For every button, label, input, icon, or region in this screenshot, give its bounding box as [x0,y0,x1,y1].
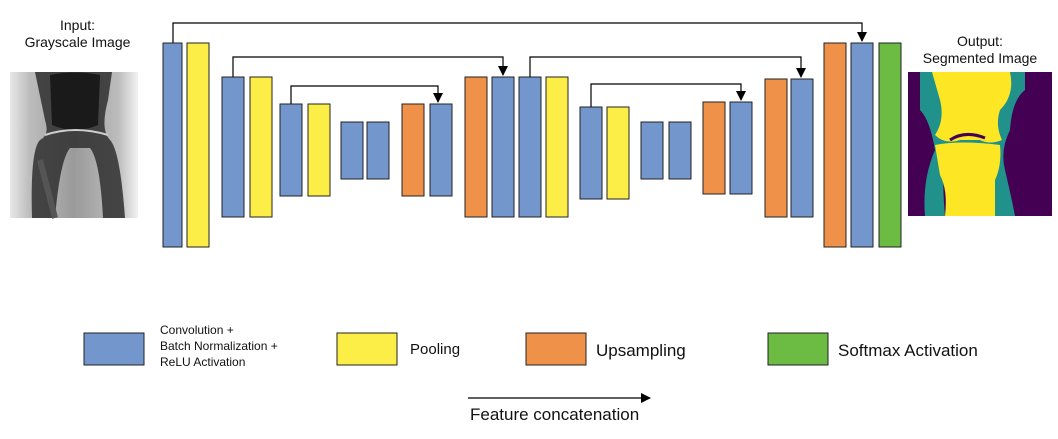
conv-block-22 [790,78,814,218]
upsample-block-11 [464,76,488,218]
conv-block-18 [668,121,692,180]
output-label-line1: Output: [957,33,1003,49]
conv-block-12 [491,76,515,218]
input-label: Input: Grayscale Image [0,17,155,51]
conv-block-13 [518,76,542,218]
skip-connections [172,22,867,107]
softmax-block-25 [878,42,902,248]
legend-softmax-label: Softmax Activation [838,341,978,360]
upsample-block-9 [401,103,425,197]
conv-block-15 [579,106,603,200]
legend-upsample-label: Upsampling [596,341,686,360]
conv-block-3 [221,76,245,218]
legend-conv-line2: Batch Normalization + [160,339,278,353]
legend-upsample-swatch [525,332,587,366]
seg-femur-region [932,72,1012,143]
conv-block-17 [640,121,664,180]
pool-block-14 [545,76,569,218]
input-label-line1: Input: [59,17,96,33]
legend-softmax-swatch [767,332,829,366]
input-xray-image [10,72,138,219]
conv-block-7 [340,121,364,180]
legend-pool-label: Pooling [410,341,461,358]
skip-arrow-icon-1 [172,22,867,43]
pool-block-4 [249,76,273,218]
network-blocks [162,42,902,248]
legend-conv-line1: Convolution + [160,323,234,337]
input-label-line2: Grayscale Image [24,34,131,50]
skip-arrow-icon-4 [529,56,806,78]
output-label: Output: Segmented Image [905,33,1055,67]
output-label-line2: Segmented Image [922,50,1038,66]
legend-conv-swatch [83,332,145,366]
conv-block-8 [366,121,390,180]
conv-block-10 [429,103,453,197]
skip-arrow-icon-3 [290,85,443,104]
upsample-block-19 [702,101,726,195]
pool-block-16 [606,106,630,200]
legend-concat-label: Feature concatenation [470,405,640,424]
pool-block-2 [186,42,210,248]
conv-block-20 [729,101,753,195]
seg-tibia-region [935,142,1001,216]
upsample-block-23 [823,42,847,248]
output-segmented-image [908,72,1052,216]
conv-block-5 [279,103,303,197]
conv-block-24 [850,42,874,248]
pool-block-6 [307,103,331,197]
legend-pool-swatch [336,332,398,366]
skip-arrow-icon-5 [590,83,746,107]
conv-block-1 [162,42,183,248]
legend-conv-label: Convolution + Batch Normalization + ReLU… [160,322,278,370]
upsample-block-21 [764,78,788,218]
skip-arrow-icon-2 [232,56,508,77]
legend-conv-line3: ReLU Activation [160,355,246,369]
